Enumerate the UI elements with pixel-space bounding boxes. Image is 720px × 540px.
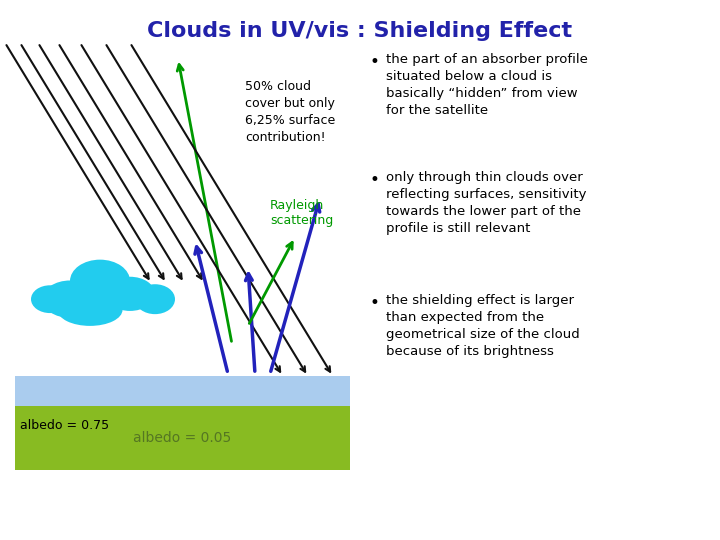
Text: 26: 26 (681, 514, 698, 528)
Ellipse shape (58, 294, 122, 326)
Text: Rayleigh
scattering: Rayleigh scattering (270, 199, 333, 226)
Text: •: • (370, 171, 380, 189)
Ellipse shape (70, 260, 130, 302)
Text: albedo = 0.05: albedo = 0.05 (133, 431, 232, 445)
Text: 50% cloud
cover but only
6,25% surface
contribution!: 50% cloud cover but only 6,25% surface c… (245, 80, 336, 144)
Ellipse shape (105, 276, 155, 311)
Text: only through thin clouds over
reflecting surfaces, sensitivity
towards the lower: only through thin clouds over reflecting… (386, 171, 587, 235)
Bar (15, 376, 350, 406)
Ellipse shape (42, 280, 97, 318)
Text: the part of an absorber profile
situated below a cloud is
basically “hidden” fro: the part of an absorber profile situated… (386, 53, 588, 117)
Text: albedo = 0.75: albedo = 0.75 (20, 419, 109, 432)
Text: Clouds in UV/vis : Shielding Effect: Clouds in UV/vis : Shielding Effect (148, 22, 572, 42)
Ellipse shape (31, 285, 69, 313)
Text: Satellite Remote Sensing of Tropospheric Composition, Andreas Richter, ERCA  201: Satellite Remote Sensing of Tropospheric… (14, 516, 454, 526)
Text: the shielding effect is larger
than expected from the
geometrical size of the cl: the shielding effect is larger than expe… (386, 294, 580, 358)
Ellipse shape (135, 284, 175, 314)
Text: •: • (370, 53, 380, 71)
Text: •: • (370, 294, 380, 312)
Bar (15, 406, 350, 470)
